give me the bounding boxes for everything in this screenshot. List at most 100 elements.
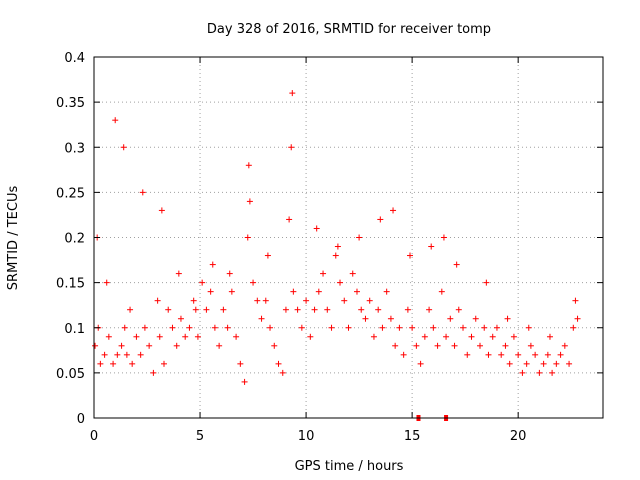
data-point xyxy=(313,225,320,232)
data-point xyxy=(264,252,271,259)
data-point xyxy=(453,261,460,268)
data-point xyxy=(141,324,148,331)
data-point xyxy=(392,342,399,349)
data-point xyxy=(481,324,488,331)
data-point xyxy=(216,342,223,349)
data-point xyxy=(527,342,534,349)
data-point xyxy=(407,252,414,259)
data-point xyxy=(129,360,136,367)
y-tick-label: 0 xyxy=(77,412,85,427)
data-point xyxy=(549,369,556,376)
data-point xyxy=(434,342,441,349)
data-point xyxy=(349,270,356,277)
data-point xyxy=(137,351,144,358)
y-tick-label: 0.15 xyxy=(56,277,85,292)
data-point xyxy=(464,351,471,358)
data-point xyxy=(353,288,360,295)
x-tick-label: 15 xyxy=(404,429,421,444)
data-point xyxy=(356,234,363,241)
data-point xyxy=(428,243,435,250)
data-point xyxy=(523,360,530,367)
data-point xyxy=(460,324,467,331)
data-point xyxy=(366,297,373,304)
data-point xyxy=(362,315,369,322)
data-point xyxy=(133,333,140,340)
data-point xyxy=(493,324,500,331)
data-point xyxy=(271,342,278,349)
data-point xyxy=(123,351,130,358)
x-tick-label: 10 xyxy=(298,429,315,444)
data-point xyxy=(262,297,269,304)
data-point xyxy=(328,324,335,331)
data-point xyxy=(483,279,490,286)
data-point xyxy=(451,342,458,349)
data-point xyxy=(165,306,172,313)
data-point xyxy=(275,360,282,367)
y-tick-label: 0.25 xyxy=(56,186,85,201)
x-tick-label: 0 xyxy=(90,429,98,444)
data-point xyxy=(118,342,125,349)
grid-lines xyxy=(94,57,603,418)
data-point xyxy=(489,333,496,340)
data-point xyxy=(566,360,573,367)
data-point xyxy=(498,351,505,358)
data-point xyxy=(158,207,165,214)
data-point xyxy=(182,333,189,340)
data-point xyxy=(190,297,197,304)
data-point xyxy=(246,198,253,205)
chart-title: Day 328 of 2016, SRMTID for receiver tom… xyxy=(207,22,491,37)
data-point xyxy=(570,324,577,331)
data-point xyxy=(334,243,341,250)
y-tick-label: 0.2 xyxy=(64,232,85,247)
data-point xyxy=(97,360,104,367)
data-point xyxy=(228,288,235,295)
data-point xyxy=(430,324,437,331)
data-point xyxy=(103,279,110,286)
data-point xyxy=(510,333,517,340)
data-point xyxy=(426,306,433,313)
data-point xyxy=(127,306,134,313)
data-point xyxy=(194,333,201,340)
data-point xyxy=(146,342,153,349)
data-point xyxy=(375,306,382,313)
data-point xyxy=(233,333,240,340)
data-point xyxy=(341,297,348,304)
data-point xyxy=(186,324,193,331)
data-point xyxy=(290,288,297,295)
data-point xyxy=(413,342,420,349)
data-point xyxy=(557,351,564,358)
data-point xyxy=(409,324,416,331)
data-point xyxy=(390,207,397,214)
data-point xyxy=(244,234,251,241)
y-axis-label: SRMTID / TECUs xyxy=(6,186,21,291)
data-point xyxy=(192,306,199,313)
data-point xyxy=(383,288,390,295)
data-point xyxy=(404,306,411,313)
data-point xyxy=(532,351,539,358)
data-point xyxy=(447,315,454,322)
x-axis-label: GPS time / hours xyxy=(295,459,404,474)
data-point xyxy=(396,324,403,331)
data-point xyxy=(303,297,310,304)
data-point xyxy=(504,315,511,322)
data-point xyxy=(139,189,146,196)
data-point xyxy=(211,324,218,331)
data-point xyxy=(105,333,112,340)
data-point xyxy=(112,117,119,124)
data-point xyxy=(121,324,128,331)
data-point xyxy=(379,324,386,331)
data-point xyxy=(224,324,231,331)
data-point xyxy=(387,315,394,322)
data-point xyxy=(220,306,227,313)
data-point xyxy=(553,360,560,367)
data-point xyxy=(237,360,244,367)
data-point xyxy=(544,351,551,358)
data-point xyxy=(114,351,121,358)
x-tick-labels: 0 5 10 15 20 xyxy=(90,429,527,444)
data-point xyxy=(245,162,252,169)
data-point xyxy=(574,315,581,322)
data-point xyxy=(485,351,492,358)
data-point xyxy=(101,351,108,358)
y-tick-label: 0.4 xyxy=(64,51,85,66)
data-point xyxy=(282,306,289,313)
